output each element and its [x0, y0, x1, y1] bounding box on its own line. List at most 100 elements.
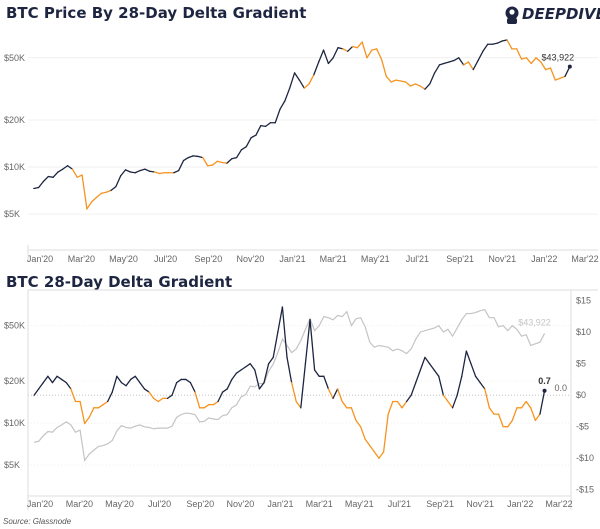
x-tick-label: Mar'20 [66, 499, 93, 509]
gradient-line-segment [497, 413, 504, 428]
gradient-line-segment [244, 363, 251, 368]
price-line-segment [496, 40, 503, 44]
gradient-line-segment [332, 388, 339, 400]
price-line-segment [91, 196, 98, 203]
price-line-segment [134, 169, 141, 174]
price-line-segment [491, 42, 499, 45]
gradient-line-segment [65, 381, 72, 390]
x-tick-label: Sep'20 [194, 254, 222, 264]
price-line-segment [71, 168, 78, 178]
gradient-line-segment [300, 363, 307, 409]
price-line-segment [390, 79, 397, 83]
x-tick-label: Jan'21 [267, 499, 293, 509]
gradient-line-segment [484, 388, 491, 409]
gradient-line-segment [438, 375, 445, 396]
gradient-line-segment [304, 318, 311, 365]
x-tick-label: Mar'21 [306, 499, 333, 509]
price-line-segment [337, 47, 344, 50]
gradient-line-segment [286, 356, 293, 384]
gradient-line-segment [387, 400, 394, 415]
price-line-segment [530, 57, 537, 65]
y-tick-label: $10K [4, 162, 25, 172]
x-tick-label: Mar'22 [571, 254, 598, 264]
price-line-segment [129, 171, 136, 174]
price-line-segment [206, 164, 214, 167]
gradient-line-segment [221, 388, 228, 393]
right-y-tick-label: $5 [576, 359, 586, 369]
price-line-segment [400, 80, 407, 83]
price-line-segment [149, 170, 156, 173]
gradient-line-segment [415, 369, 422, 384]
price-line-segment [110, 185, 117, 191]
right-y-tick-label: -$10 [576, 453, 594, 463]
price-line-segment [37, 180, 45, 189]
gradient-line-segment [249, 363, 256, 371]
gradient-line-segment [254, 369, 261, 390]
gradient-line-segment [70, 388, 77, 403]
price-line-segment [467, 61, 474, 71]
price-line-segment [240, 146, 247, 151]
price-line-segment [81, 174, 88, 210]
price-line-segment [182, 156, 189, 162]
gradient-line-segment [369, 444, 376, 453]
price-line-segment [62, 165, 69, 170]
gradient-line-segment [33, 388, 40, 396]
x-tick-label: Jul'21 [388, 499, 411, 509]
price-line-segment [380, 58, 387, 78]
price-line-segment [545, 67, 552, 71]
gradient-line-segment [290, 381, 297, 403]
price-line-gray [33, 309, 546, 462]
price-line-segment [506, 39, 513, 50]
price-line-segment [211, 160, 218, 166]
gradient-line-segment [327, 388, 334, 400]
y-tick-label: $50K [4, 53, 25, 63]
gradient-line-segment [56, 375, 63, 381]
gradient-line-segment [323, 375, 330, 390]
gradient-line-segment [456, 375, 463, 396]
gradient-line-segment [272, 331, 279, 359]
bottom-chart-title: BTC 28-Day Delta Gradient [6, 273, 232, 291]
gradient-line-segment [203, 404, 210, 409]
price-line-segment [351, 45, 358, 49]
gradient-line-segment [102, 400, 109, 406]
gradient-line-segment [396, 400, 403, 409]
x-tick-label: Nov'20 [237, 254, 265, 264]
price-line-segment [235, 149, 243, 159]
x-tick-label: May'21 [345, 499, 374, 509]
price-line-segment [76, 174, 83, 178]
x-tick-label: Jan'20 [27, 499, 53, 509]
gradient-line-segment [88, 407, 95, 418]
price-line-segment [250, 134, 257, 139]
x-tick-label: Nov'21 [488, 254, 516, 264]
price-line-segment [274, 108, 281, 124]
price-line-segment [554, 77, 561, 81]
gradient-line-segment [79, 400, 86, 425]
price-line-segment [356, 41, 363, 49]
right-y-tick-label: $10 [576, 327, 591, 337]
gradient-line-segment [534, 413, 541, 422]
gradient-line-segment [263, 363, 270, 384]
price-line-segment [279, 100, 286, 110]
x-tick-label: Jan'20 [27, 254, 53, 264]
price-line-segment [144, 168, 151, 172]
x-tick-label: Jul'21 [406, 254, 429, 264]
price-line-segment [115, 175, 122, 188]
gradient-line-segment [461, 350, 468, 377]
price-line-segment [293, 72, 301, 81]
price-line-segment [178, 159, 185, 172]
gradient-line-segment [442, 394, 449, 403]
gradient-line-segment [185, 378, 192, 384]
price-line-segment [303, 83, 310, 89]
last-price-label: $43,922 [518, 317, 551, 327]
gradient-line-segment [419, 356, 426, 371]
gradient-line-segment [364, 438, 371, 447]
last-gradient-label: 0.7 [538, 376, 551, 386]
gradient-line-segment [530, 407, 536, 422]
gradient-line-segment [166, 394, 173, 400]
price-line-segment [525, 57, 532, 65]
price-line-segment [443, 61, 450, 65]
last-gradient-marker [542, 388, 547, 393]
gradient-line-segment [479, 381, 486, 390]
source-note: Source: Glassnode [3, 517, 72, 526]
gradient-line-segment [447, 400, 454, 409]
